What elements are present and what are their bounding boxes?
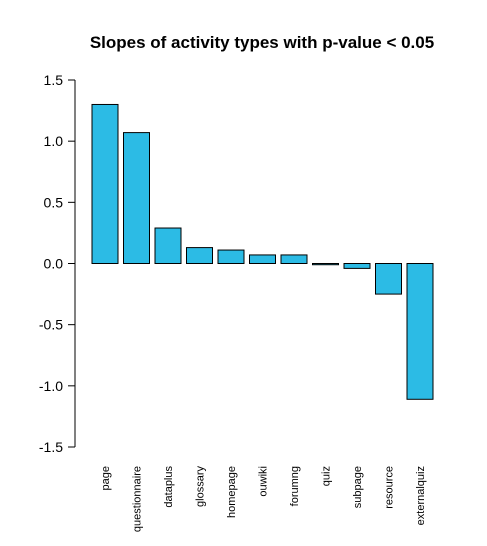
bar-page (91, 103, 119, 265)
y-tick-label: 0.5 (44, 194, 64, 210)
bar-dataplus (154, 227, 182, 264)
bar-externalquiz (406, 263, 434, 400)
x-tick-label-ouwiki: ouwiki (258, 466, 270, 497)
y-axis: 1.5 1.0 0.5 0.0 -0.5 -1.0 -1.5 (39, 72, 76, 455)
bar-glossary (186, 247, 213, 264)
bar-forumng (280, 254, 308, 264)
bar-resource (375, 263, 402, 295)
x-tick-label-subpage: subpage (352, 466, 364, 508)
bars (91, 103, 434, 400)
x-tick-labels: page questionnaire dataplus glossary homepag… (100, 466, 427, 533)
bar-ouwiki (249, 254, 276, 264)
x-tick-label-forumng: forumng (289, 466, 301, 506)
bar-homepage (217, 249, 245, 265)
bar-questionnaire (123, 132, 150, 264)
x-tick-label-resource: resource (384, 466, 396, 509)
x-tick-label-homepage: homepage (226, 466, 238, 518)
bar-subpage (343, 263, 371, 269)
y-tick-label: 0.0 (44, 256, 64, 272)
y-tick-label: 1.5 (44, 72, 64, 88)
y-tick-label: -1.0 (39, 378, 63, 394)
x-tick-label-glossary: glossary (195, 466, 207, 507)
bar-quiz (312, 263, 339, 266)
chart-title: Slopes of activity types with p-value < … (90, 33, 434, 52)
y-tick-label: -1.5 (39, 439, 63, 455)
x-tick-label-quiz: quiz (321, 466, 333, 486)
x-tick-label-dataplus: dataplus (163, 466, 175, 508)
x-tick-label-questionnaire: questionnaire (132, 466, 144, 532)
y-tick-label: -0.5 (39, 317, 63, 333)
x-tick-label-externalquiz: externalquiz (415, 466, 427, 525)
y-tick-label: 1.0 (44, 133, 64, 149)
x-tick-label-page: page (100, 466, 112, 490)
